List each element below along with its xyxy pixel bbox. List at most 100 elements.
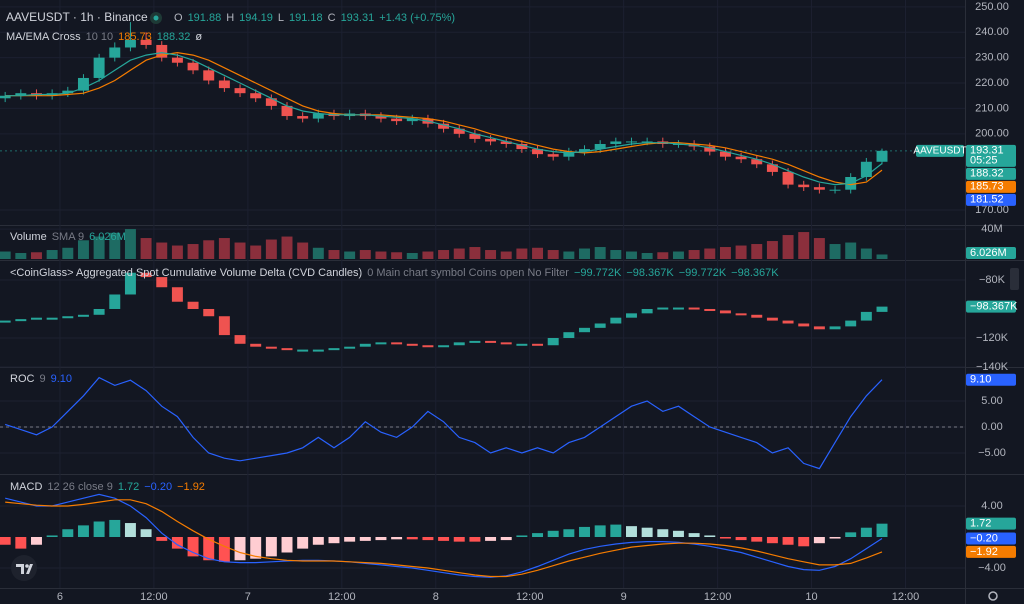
cvd-candle <box>203 308 215 317</box>
cvd-candle <box>15 319 27 322</box>
macd-histogram-bar <box>657 529 669 537</box>
price-tag-label: 6.026M <box>970 247 1007 259</box>
macd-histogram-bar <box>265 536 277 557</box>
macd-histogram-bar <box>344 536 356 542</box>
candle-body <box>171 57 183 63</box>
price-tag <box>966 180 1016 193</box>
cvd-candle <box>876 306 888 312</box>
volume-bar <box>845 242 857 259</box>
cvd-candle <box>31 317 42 320</box>
cvd-candle <box>860 311 872 321</box>
roc-line <box>5 376 883 470</box>
legend-item: O <box>174 12 183 24</box>
legend-item: 185.73 <box>118 31 152 43</box>
candle-body <box>438 123 450 129</box>
grid <box>0 0 965 588</box>
y-tick-label: −5.00 <box>978 447 1006 459</box>
legend-item: C <box>328 12 336 24</box>
macd-histogram-bar <box>281 536 293 553</box>
price-tag <box>966 517 1016 530</box>
cvd-candle <box>281 348 293 351</box>
candle-body <box>281 105 293 117</box>
macd-histogram-bar <box>156 536 168 541</box>
candle-body <box>829 189 841 191</box>
volume-bar <box>485 250 497 259</box>
volume-bar <box>171 245 183 259</box>
cvd-candle <box>626 313 637 318</box>
cvd-candle <box>0 320 11 323</box>
candle-body <box>62 90 74 94</box>
candle-body <box>719 151 731 157</box>
volume-bar <box>782 235 794 259</box>
x-tick-label: 12:00 <box>516 591 544 603</box>
volume-bar <box>626 251 637 259</box>
candle-body <box>391 118 403 122</box>
legend-item: 188.32 <box>157 31 191 43</box>
x-tick-label: 12:00 <box>328 591 356 603</box>
price-tag-label: −0.20 <box>970 532 998 544</box>
scale-handle[interactable] <box>1010 268 1019 290</box>
candle-body <box>250 93 262 99</box>
candle-body <box>641 141 653 143</box>
cvd-candle <box>610 317 622 324</box>
price-tag <box>966 167 1016 180</box>
candle-body <box>516 143 528 150</box>
cvd-candle <box>688 307 700 310</box>
macd-histogram-bar <box>297 536 309 549</box>
price-tag-label: 188.32 <box>970 168 1004 180</box>
legend-item: 1.72 <box>118 481 139 493</box>
volume-bar <box>62 247 74 259</box>
macd-histogram-bar <box>672 530 684 537</box>
volume-bar <box>218 238 230 259</box>
cvd-candle <box>124 272 136 295</box>
cvd-candle <box>187 301 199 309</box>
y-tick-label: −140K <box>976 361 1009 373</box>
macd-histogram-bar <box>798 536 810 547</box>
legend-item: 12 26 close 9 <box>47 481 112 493</box>
cvd-candle <box>782 320 794 324</box>
volume-bar <box>234 242 246 259</box>
candle-body <box>532 149 544 155</box>
cvd-candle <box>218 316 230 336</box>
cvd-candle <box>438 345 450 348</box>
macd-histogram-bar <box>641 527 653 537</box>
macd-histogram-bar <box>109 519 121 537</box>
legend-item: 194.19 <box>239 12 273 24</box>
volume-bar <box>312 247 324 259</box>
candle-body <box>500 141 512 144</box>
volume-bar <box>250 245 262 259</box>
cvd-candle <box>234 335 246 344</box>
settings-icon[interactable] <box>988 591 998 601</box>
candle-body <box>594 143 606 150</box>
volume-bar <box>0 251 11 259</box>
volume-bar <box>532 247 544 259</box>
price-tag-label: 9.10 <box>970 374 991 386</box>
candle-body <box>297 116 309 119</box>
macd-histogram-bar <box>438 536 450 541</box>
macd-histogram-bar <box>453 536 465 542</box>
macd-line <box>5 493 883 578</box>
legend-item: Volume <box>10 231 47 243</box>
x-tick-label: 7 <box>245 591 251 603</box>
macd-histogram-bar <box>579 526 590 537</box>
price-tag <box>966 532 1016 545</box>
macd-histogram-bar <box>46 535 58 537</box>
legend-item: −99.772K <box>574 267 622 279</box>
cvd-candle <box>516 343 528 346</box>
cvd-candle <box>735 313 747 316</box>
macd-histogram-bar <box>391 536 403 540</box>
price-tag-label: −98.367K <box>970 301 1018 313</box>
y-tick-label: 0.00 <box>981 421 1002 433</box>
y-tick-label: 4.00 <box>981 500 1002 512</box>
y-tick-label: 250.00 <box>975 1 1009 13</box>
cvd-candle <box>297 349 309 352</box>
candle-body <box>751 159 763 165</box>
tradingview-logo[interactable] <box>11 555 37 581</box>
legend-item: −98.367K <box>731 267 779 279</box>
macd-histogram-bar <box>375 536 387 541</box>
price-tag <box>966 144 1016 167</box>
macd-histogram-bar <box>735 536 747 541</box>
volume-bar <box>876 254 888 259</box>
candle-body <box>563 151 575 157</box>
volume-bar <box>344 251 356 259</box>
